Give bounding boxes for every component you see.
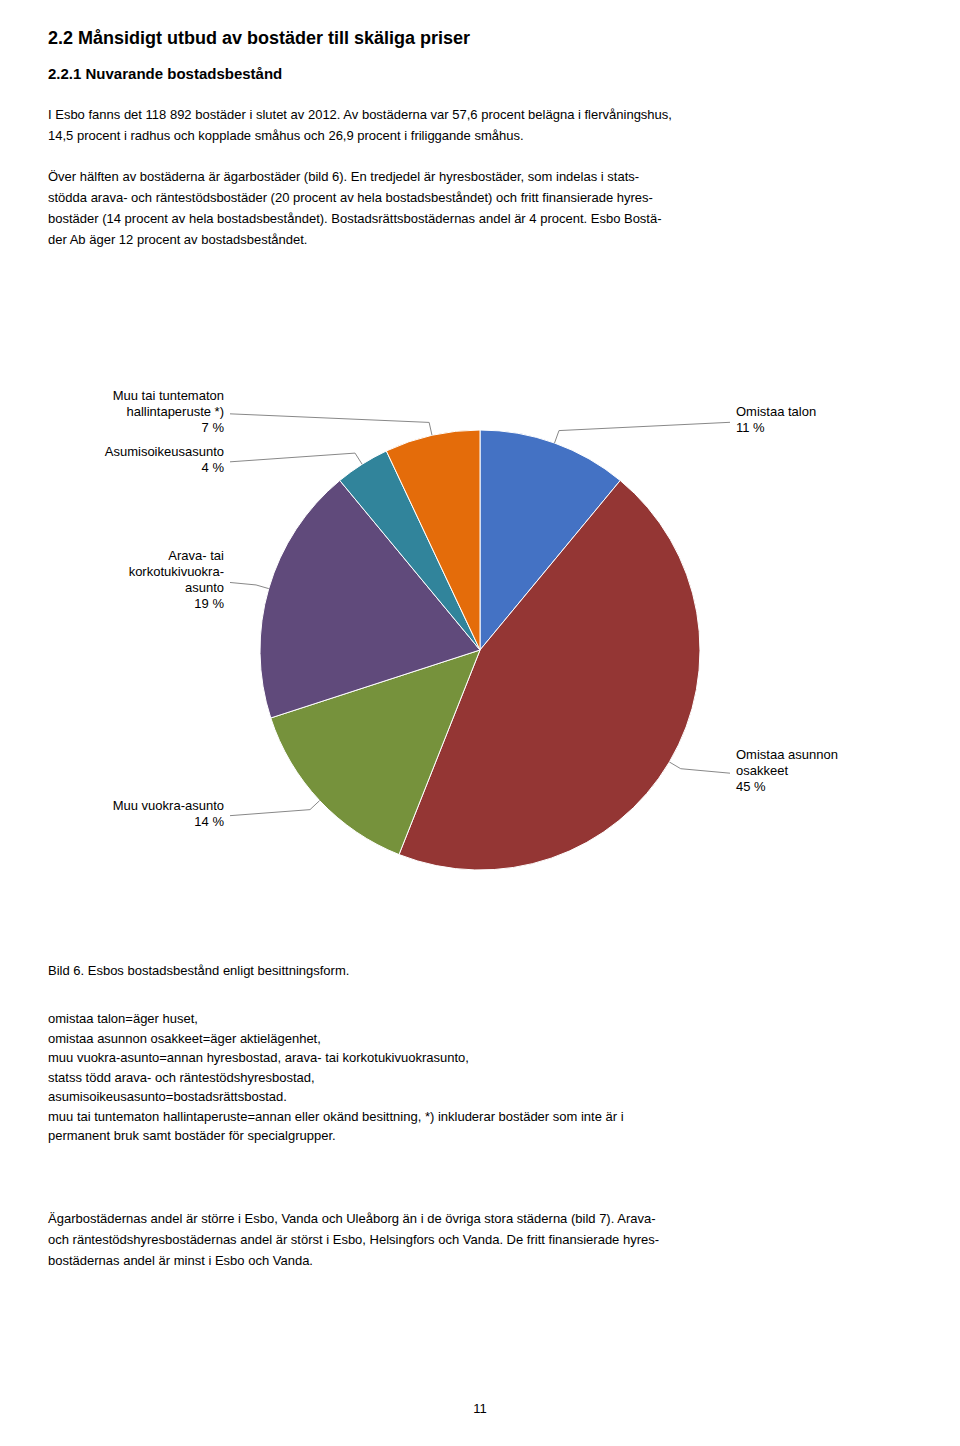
paragraph: Ägarbostädernas andel är större i Esbo, … xyxy=(48,1211,659,1268)
data-label: 4 % xyxy=(202,460,225,475)
text-line: och räntestödshyresbostädernas andel är … xyxy=(48,1232,659,1247)
text-line: I Esbo fanns det 118 892 bostäder i slut… xyxy=(48,107,672,122)
pie-labels: Omistaa talon11 % Omistaa asunnonosakkeet… xyxy=(105,388,838,829)
text-line: asunto xyxy=(185,580,224,595)
text-line: 2.2.1 Nuvarande bostadsbestånd xyxy=(48,65,282,82)
text-line: osakkeet xyxy=(736,763,788,778)
text-line: Över hälften av bostäderna är ägarbostäd… xyxy=(48,169,639,184)
slice-label: Muu tai tuntematonhallintaperuste *) xyxy=(113,388,224,419)
text-line: permanent bruk samt bostäder för special… xyxy=(48,1128,336,1143)
paragraph: I Esbo fanns det 118 892 bostäder i slut… xyxy=(48,107,672,143)
slice-label: Arava- taikorkotukivuokra-asunto xyxy=(129,548,224,595)
text-line: 14 % xyxy=(194,814,224,829)
text-line: 19 % xyxy=(194,596,224,611)
text-line: 2.2 Månsidigt utbud av bostäder till skä… xyxy=(48,28,470,48)
text-line: Omistaa talon xyxy=(736,404,816,419)
pie-chart: Omistaa talon11 % Omistaa asunnonosakkeet… xyxy=(105,388,838,870)
leader-line xyxy=(555,422,730,443)
text-line: Arava- tai xyxy=(168,548,224,563)
text-line: muu tai tuntematon hallintaperuste=annan… xyxy=(48,1109,624,1124)
text-line: stödda arava- och räntestödsbostäder (20… xyxy=(48,190,653,205)
chart-caption: Bild 6. Esbos bostadsbestånd enligt besi… xyxy=(48,963,349,978)
slice-label: Omistaa talon xyxy=(736,404,816,419)
text-line: 7 % xyxy=(202,420,225,435)
text-line: 11 xyxy=(473,1401,487,1416)
subtitle: 2.2.1 Nuvarande bostadsbestånd xyxy=(48,65,282,82)
text-line: asumisoikeusasunto=bostadsrättsbostad. xyxy=(48,1089,287,1104)
data-label: 7 % xyxy=(202,420,225,435)
text-line: 45 % xyxy=(736,779,766,794)
page-number: 11 xyxy=(473,1401,487,1416)
text-line: 11 % xyxy=(736,420,765,435)
text-line: Asumisoikeusasunto xyxy=(105,444,224,459)
data-label: 19 % xyxy=(194,596,224,611)
title: 2.2 Månsidigt utbud av bostäder till skä… xyxy=(48,28,470,48)
text-line: Muu tai tuntematon xyxy=(113,388,224,403)
slice-label: Asumisoikeusasunto xyxy=(105,444,224,459)
text-line: muu vuokra-asunto=annan hyresbostad, ara… xyxy=(48,1050,469,1065)
text-line: 14,5 procent i radhus och kopplade småhu… xyxy=(48,128,524,143)
text-line: statss tödd arava- och räntestödshyresbo… xyxy=(48,1070,315,1085)
slice-label: Muu vuokra-asunto xyxy=(113,798,224,813)
text-line: omistaa asunnon osakkeet=äger aktielägen… xyxy=(48,1031,321,1046)
text-line: omistaa talon=äger huset, xyxy=(48,1011,198,1026)
leader-line xyxy=(230,582,269,588)
text-line: Ägarbostädernas andel är större i Esbo, … xyxy=(48,1211,656,1226)
page: 2.2 Månsidigt utbud av bostäder till skä… xyxy=(0,0,960,1446)
text-line: Omistaa asunnon xyxy=(736,747,838,762)
text-line: bostädernas andel är minst i Esbo och Va… xyxy=(48,1253,313,1268)
text-line: hallintaperuste *) xyxy=(126,404,224,419)
slice-label: Omistaa asunnonosakkeet xyxy=(736,747,838,778)
text-line: Bild 6. Esbos bostadsbestånd enligt besi… xyxy=(48,963,349,978)
data-label: 14 % xyxy=(194,814,224,829)
leader-line xyxy=(230,453,362,464)
pie-slice xyxy=(386,430,480,650)
leader-line xyxy=(669,762,730,773)
text-line: Muu vuokra-asunto xyxy=(113,798,224,813)
text-line: korkotukivuokra- xyxy=(129,564,224,579)
text-line: bostäder (14 procent av hela bostadsbest… xyxy=(48,211,662,226)
text-line: der Ab äger 12 procent av bostadsbestånd… xyxy=(48,232,307,247)
data-label: 11 % xyxy=(736,420,765,435)
leader-line xyxy=(230,801,320,816)
text-line: 4 % xyxy=(202,460,225,475)
leader-line xyxy=(230,414,432,435)
footnotes: omistaa talon=äger huset, omistaa asunnon… xyxy=(48,1011,624,1143)
paragraph: Över hälften av bostäderna är ägarbostäd… xyxy=(48,169,662,247)
data-label: 45 % xyxy=(736,779,766,794)
slices xyxy=(260,430,700,870)
